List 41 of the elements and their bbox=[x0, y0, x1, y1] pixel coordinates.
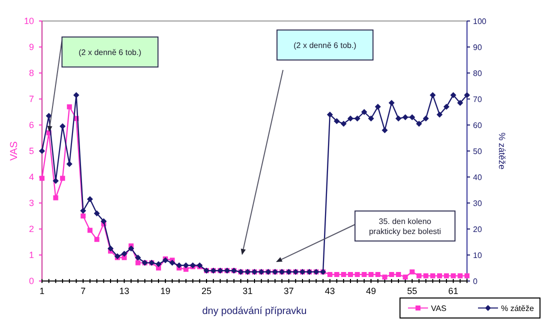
x-axis-title: dny podávání přípravku bbox=[202, 306, 307, 317]
x-tick-label: 25 bbox=[202, 286, 212, 296]
y2-tick-label: 30 bbox=[473, 199, 482, 208]
y-tick-label: 7 bbox=[28, 94, 34, 104]
y-tick-label: 4 bbox=[28, 172, 34, 182]
annotation: (2 x denně 6 tob.) bbox=[78, 48, 142, 57]
y2-tick-label: 90 bbox=[473, 43, 482, 52]
x-tick-label: 55 bbox=[407, 286, 418, 296]
y-tick-label: 10 bbox=[24, 16, 34, 26]
legend-label: % zátěže bbox=[501, 304, 534, 313]
x-tick-label: 19 bbox=[160, 286, 170, 296]
y-tick-label: 9 bbox=[28, 42, 34, 52]
x-tick-label: 31 bbox=[242, 286, 253, 296]
y2-tick-label: 100 bbox=[473, 17, 487, 26]
annotation: (2 x denně 6 tob.) bbox=[294, 41, 357, 50]
y2-tick-label: 40 bbox=[473, 173, 482, 182]
y-axis-title: VAS bbox=[9, 141, 20, 161]
y-tick-label: 5 bbox=[28, 146, 34, 156]
legend-label: VAS bbox=[431, 304, 446, 313]
y-tick-label: 3 bbox=[28, 198, 34, 208]
x-tick-label: 1 bbox=[39, 286, 45, 296]
y2-tick-label: 20 bbox=[473, 225, 482, 234]
y-tick-label: 0 bbox=[28, 276, 34, 286]
x-tick-label: 13 bbox=[119, 286, 130, 296]
y2-tick-label: 10 bbox=[473, 251, 482, 260]
x-tick-label: 43 bbox=[324, 286, 335, 296]
y2-tick-label: 70 bbox=[473, 95, 482, 104]
y2-tick-label: 60 bbox=[473, 121, 482, 130]
x-tick-label: 49 bbox=[366, 286, 376, 296]
annotation: 35. den koleno prakticky bez bolesti bbox=[368, 217, 442, 236]
y-tick-label: 8 bbox=[28, 68, 34, 78]
y2-tick-label: 80 bbox=[473, 69, 482, 78]
y-tick-label: 1 bbox=[28, 250, 34, 260]
y-tick-label: 2 bbox=[28, 224, 34, 234]
y-tick-label: 6 bbox=[28, 120, 34, 130]
x-tick-label: 37 bbox=[284, 286, 294, 296]
x-tick-label: 61 bbox=[448, 286, 458, 296]
y2-tick-label: 0 bbox=[473, 277, 478, 286]
x-tick-label: 7 bbox=[80, 286, 86, 296]
y2-tick-label: 50 bbox=[473, 147, 482, 156]
y2-axis-title: % zátěže bbox=[497, 132, 507, 170]
